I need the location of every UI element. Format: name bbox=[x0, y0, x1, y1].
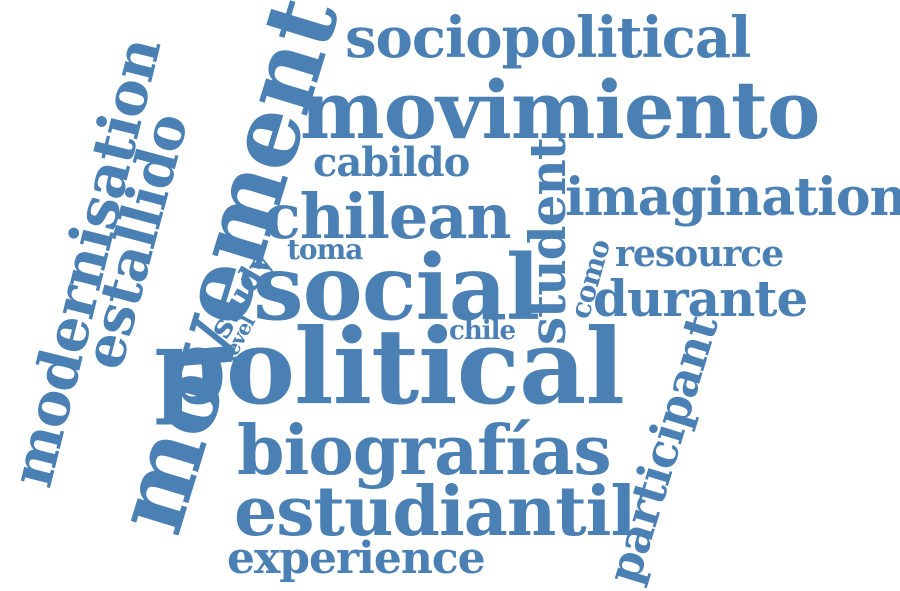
word-political: political bbox=[154, 305, 625, 428]
word-resource: resource bbox=[615, 233, 784, 275]
word-movimiento: movimiento bbox=[300, 63, 820, 157]
word-chile: chile bbox=[449, 316, 516, 346]
word-social: social bbox=[253, 235, 540, 341]
word-experience: experience bbox=[227, 533, 486, 584]
word-sociopolitical: sociopolitical bbox=[345, 5, 751, 71]
word-chilean: chilean bbox=[263, 180, 512, 253]
word-toma: toma bbox=[287, 233, 363, 266]
word-estudiantil: estudiantil bbox=[234, 472, 636, 552]
word-durante: durante bbox=[593, 269, 808, 328]
word-cabildo: cabildo bbox=[313, 139, 470, 186]
word-imagination: imagination bbox=[565, 167, 900, 228]
word-biografias: biografías bbox=[237, 411, 612, 491]
